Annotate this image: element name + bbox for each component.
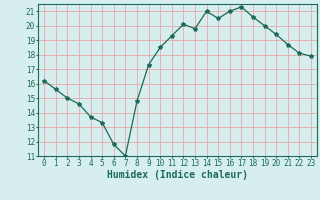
X-axis label: Humidex (Indice chaleur): Humidex (Indice chaleur) (107, 170, 248, 180)
